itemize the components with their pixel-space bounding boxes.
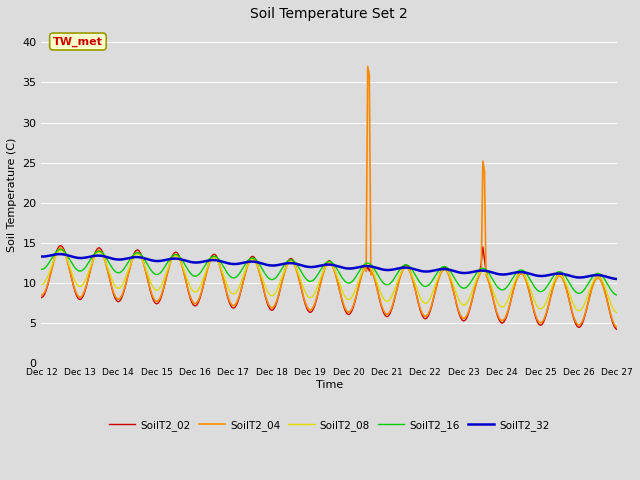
- Legend: SoilT2_02, SoilT2_04, SoilT2_08, SoilT2_16, SoilT2_32: SoilT2_02, SoilT2_04, SoilT2_08, SoilT2_…: [104, 416, 554, 435]
- Line: SoilT2_04: SoilT2_04: [42, 66, 617, 327]
- X-axis label: Time: Time: [316, 380, 343, 390]
- Line: SoilT2_16: SoilT2_16: [42, 250, 617, 295]
- Y-axis label: Soil Temperature (C): Soil Temperature (C): [7, 138, 17, 252]
- Line: SoilT2_02: SoilT2_02: [42, 246, 617, 330]
- Line: SoilT2_08: SoilT2_08: [42, 250, 617, 312]
- Text: TW_met: TW_met: [53, 36, 103, 47]
- Line: SoilT2_32: SoilT2_32: [42, 254, 617, 279]
- Title: Soil Temperature Set 2: Soil Temperature Set 2: [250, 7, 408, 21]
